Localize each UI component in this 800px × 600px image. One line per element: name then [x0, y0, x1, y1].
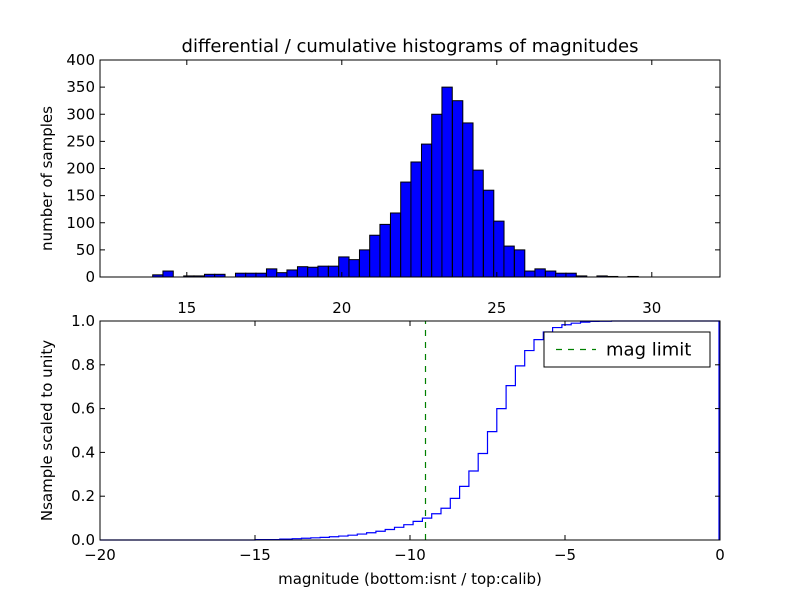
y-tick-label: 1.0	[71, 312, 95, 330]
histogram-bar	[410, 161, 422, 278]
x-tick-label: −10	[394, 546, 426, 564]
histogram-bar	[544, 270, 557, 278]
histogram-bar	[317, 265, 329, 278]
legend: mag limit	[543, 331, 711, 368]
histogram-bars	[152, 86, 639, 278]
cumulative-step-line	[100, 320, 720, 541]
histogram-bar	[462, 122, 474, 278]
y-tick-label: 0	[85, 268, 95, 286]
top-y-axis-label: number of samples	[38, 106, 56, 251]
x-tick-label: −5	[554, 546, 576, 564]
histogram-bar	[265, 268, 278, 278]
x-tick-label: 0	[715, 546, 725, 564]
chart-title: differential / cumulative histograms of …	[182, 36, 639, 57]
histogram-bar	[162, 270, 174, 278]
x-tick-label: 20	[332, 299, 351, 317]
histogram-bar	[327, 265, 340, 278]
histogram-bar	[348, 259, 360, 278]
legend-label-mag-limit: mag limit	[606, 340, 691, 361]
histogram-bar	[234, 272, 247, 278]
histogram-bar	[534, 268, 546, 278]
y-tick-label: 300	[66, 105, 95, 123]
histogram-bar	[420, 143, 433, 278]
y-tick-label: 250	[66, 132, 95, 150]
histogram-bar	[503, 245, 515, 278]
histogram-bar	[400, 181, 412, 278]
y-tick-label: 0.2	[71, 487, 95, 505]
y-tick-label: 50	[76, 241, 95, 259]
y-tick-label: 350	[66, 78, 95, 96]
histogram-bar	[441, 86, 453, 278]
histogram-bar	[255, 272, 267, 278]
bottom-axis-ticks: −20 −15 −10 −5 0 0.0 0.2 0.4 0.6 0.8 1.0	[71, 312, 725, 564]
histogram-bar	[493, 220, 505, 278]
y-tick-label: 100	[66, 214, 95, 232]
histogram-bar	[379, 223, 391, 278]
histogram-bar	[482, 189, 495, 278]
y-tick-label: 200	[66, 160, 95, 178]
x-tick-label: 15	[177, 299, 196, 317]
x-tick-label: 30	[642, 299, 661, 317]
bottom-y-axis-label: Nsample scaled to unity	[38, 340, 56, 521]
histogram-bar	[338, 256, 350, 278]
histogram-bar	[565, 272, 577, 278]
y-tick-label: 0.8	[71, 356, 95, 374]
y-tick-label: 0.6	[71, 400, 95, 418]
histogram-bar	[307, 266, 319, 278]
histogram-bar	[358, 249, 371, 278]
histogram-bar	[513, 249, 526, 278]
histogram-bar	[296, 266, 309, 278]
bottom-cumulative-plot: −20 −15 −10 −5 0 0.0 0.2 0.4 0.6 0.8 1.0 Nsample s…	[38, 312, 725, 588]
histogram-bar	[431, 113, 443, 278]
y-tick-label: 0.0	[71, 531, 95, 549]
histogram-bar	[389, 212, 402, 278]
cumulative-lines	[100, 320, 720, 541]
y-tick-label: 400	[66, 51, 95, 69]
x-tick-label: 25	[487, 299, 506, 317]
x-tick-label: −15	[239, 546, 271, 564]
histogram-bar	[369, 234, 381, 278]
histogram-bar	[276, 272, 288, 278]
y-tick-label: 150	[66, 187, 95, 205]
histogram-bar	[555, 272, 567, 278]
histogram-bar	[472, 169, 484, 278]
x-tick-label: −20	[84, 546, 116, 564]
histogram-bar	[451, 100, 464, 278]
bottom-x-axis-label: magnitude (bottom:isnt / top:calib)	[278, 570, 542, 588]
histogram-bar	[524, 270, 536, 278]
y-tick-label: 0.4	[71, 443, 95, 461]
histogram-bar	[286, 269, 298, 278]
histogram-bar	[245, 272, 257, 278]
